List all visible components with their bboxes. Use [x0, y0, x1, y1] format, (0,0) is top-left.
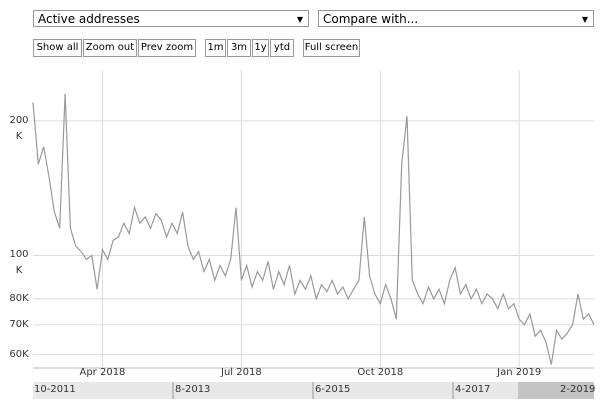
navigator-label: 4-2017 — [455, 384, 491, 395]
navigator-label: 10-2011 — [34, 384, 76, 395]
button[interactable]: 1y — [252, 39, 269, 57]
y-tick-label: 100 K — [9, 249, 29, 277]
navigator-selection[interactable] — [518, 382, 594, 399]
button[interactable]: Prev zoom — [138, 39, 196, 57]
x-tick-label: Jan 2019 — [497, 367, 542, 378]
navigator-label: 6-2015 — [315, 384, 351, 395]
y-tick-label: 60K — [9, 348, 29, 360]
compare-select[interactable]: Compare with... ▼ — [318, 10, 594, 27]
data-line — [32, 93, 595, 365]
x-tick-label: Apr 2018 — [79, 367, 126, 378]
y-tick-label: 200 K — [9, 114, 29, 142]
x-tick-label: Jul 2018 — [221, 367, 262, 378]
navigator-label: 8-2013 — [175, 384, 211, 395]
button[interactable]: Full screen — [303, 39, 360, 57]
button[interactable]: Zoom out — [83, 39, 137, 57]
y-tick-label: 80K — [9, 292, 29, 304]
button[interactable]: 3m — [227, 39, 251, 57]
button[interactable]: ytd — [270, 39, 294, 57]
navigator-label: 2-2019 — [560, 384, 596, 395]
metric-select[interactable]: Active addresses ▼ — [33, 10, 309, 27]
button[interactable]: 1m — [205, 39, 226, 57]
dropdown-arrow: ▼ — [296, 15, 303, 24]
metric-select-text: Active addresses — [38, 12, 140, 26]
compare-select-text: Compare with... — [323, 12, 419, 26]
y-tick-label: 70K — [9, 318, 29, 330]
dropdown-arrow: ▼ — [581, 15, 588, 24]
x-tick-label: Oct 2018 — [357, 367, 404, 378]
button[interactable]: Show all — [33, 39, 82, 57]
